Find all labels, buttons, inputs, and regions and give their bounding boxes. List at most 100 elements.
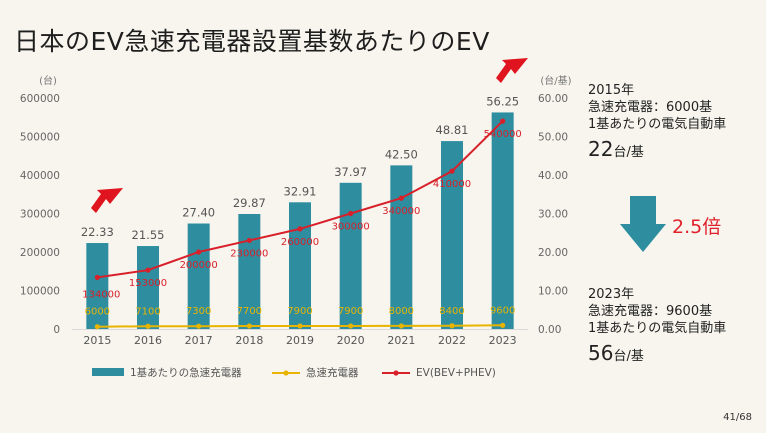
bar	[390, 165, 413, 329]
charger-value-label: 9600	[490, 305, 515, 316]
left-tick-label: 300000	[20, 209, 60, 221]
right-tick-label: 20.00	[538, 247, 568, 259]
charger-point	[246, 323, 252, 329]
x-tick-label: 2022	[438, 334, 466, 347]
charger-value-label: 8400	[439, 306, 464, 317]
legend-charger-marker	[283, 370, 289, 376]
charger-point	[145, 323, 151, 329]
bar-value-label: 29.87	[233, 196, 266, 210]
bar	[137, 246, 159, 329]
bar	[289, 202, 311, 329]
left-tick-label: 100000	[20, 286, 60, 298]
ev-value-label: 200000	[180, 260, 218, 271]
charger-point	[449, 323, 455, 329]
charger-point	[398, 323, 404, 329]
ev-value-label: 340000	[382, 206, 420, 217]
summary-2015-value: 22台/基	[588, 135, 726, 167]
summary-2023-unit: 台/基	[613, 349, 644, 364]
charger-point	[348, 323, 354, 329]
bar-value-label: 27.40	[182, 206, 215, 220]
ev-point	[94, 274, 100, 281]
charger-point	[94, 324, 100, 330]
left-axis-unit: (台)	[39, 74, 57, 87]
x-tick-label: 2016	[134, 334, 162, 347]
highlight-arrow-icon	[496, 58, 528, 83]
left-tick-label: 600000	[20, 93, 60, 105]
right-tick-label: 0.00	[538, 324, 561, 336]
summary-2023: 2023年 急速充電器：9600基 1基あたりの電気自動車 56台/基	[588, 286, 726, 371]
left-tick-label: 400000	[20, 170, 60, 182]
ev-value-label: 134000	[82, 289, 120, 300]
left-tick-label: 0	[53, 324, 60, 336]
page-number: 41/68	[723, 412, 752, 423]
x-tick-label: 2015	[83, 334, 111, 347]
ev-value-label: 300000	[332, 222, 370, 233]
x-tick-label: 2017	[185, 334, 213, 347]
slide-title: 日本のEV急速充電器設置基数あたりのEV	[14, 27, 490, 56]
charger-point	[196, 323, 202, 329]
down-arrow-icon	[620, 196, 666, 252]
bar-value-label: 32.91	[284, 184, 317, 198]
right-tick-label: 50.00	[538, 132, 568, 144]
x-tick-label: 2023	[489, 334, 517, 347]
ev-point	[297, 226, 303, 232]
bar	[491, 112, 514, 329]
ev-value-label: 540000	[484, 129, 522, 140]
ev-point	[196, 249, 202, 255]
left-tick-label: 500000	[20, 132, 60, 144]
charger-value-label: 7300	[186, 306, 211, 317]
legend-bar-label: 1基あたりの急速充電器	[130, 366, 242, 379]
ev-point	[246, 237, 252, 244]
ev-point	[449, 168, 455, 174]
bar	[238, 214, 261, 329]
legend-bar-swatch	[92, 368, 124, 376]
bar	[86, 243, 109, 329]
right-tick-label: 60.00	[538, 93, 568, 105]
charger-value-label: 7900	[338, 306, 363, 317]
summary-2015-number: 22	[588, 137, 614, 161]
bar-value-label: 37.97	[334, 165, 367, 179]
summary-2023-chargers: 急速充電器：9600基	[588, 304, 713, 319]
ev-value-label: 230000	[230, 248, 268, 259]
right-tick-label: 40.00	[538, 170, 568, 182]
right-tick-label: 10.00	[538, 286, 568, 298]
summary-2023-value: 56台/基	[588, 339, 726, 371]
x-tick-label: 2020	[337, 334, 365, 347]
left-tick-label: 200000	[20, 247, 60, 259]
bar-value-label: 56.25	[486, 94, 519, 108]
summary-2015-unit: 台/基	[613, 145, 644, 160]
ratio-label: 2.5倍	[672, 216, 722, 238]
charger-point	[297, 323, 303, 329]
ev-point	[348, 210, 354, 217]
bar-value-label: 48.81	[436, 123, 469, 137]
charger-value-label: 7900	[287, 306, 312, 317]
charger-value-label: 7100	[135, 306, 160, 317]
charger-value-label: 8000	[389, 306, 414, 317]
summary-2015-chargers: 急速充電器：6000基	[588, 100, 713, 115]
x-tick-label: 2018	[235, 334, 263, 347]
ev-point	[145, 267, 151, 273]
summary-2023-number: 56	[588, 341, 614, 365]
bar-value-label: 21.55	[132, 228, 165, 242]
x-tick-label: 2019	[286, 334, 314, 347]
ev-point	[398, 195, 404, 201]
summary-2015: 2015年 急速充電器：6000基 1基あたりの電気自動車 22台/基	[588, 82, 726, 167]
legend-ev-marker	[393, 370, 399, 376]
bar	[339, 182, 362, 329]
ev-point	[500, 118, 506, 124]
bar-value-label: 42.50	[385, 147, 418, 161]
summary-2015-year: 2015年	[588, 83, 635, 98]
bar	[441, 141, 463, 329]
bar-value-label: 22.33	[81, 225, 114, 239]
charger-value-label: 7700	[237, 306, 262, 317]
ev-value-label: 410000	[433, 179, 471, 190]
summary-2023-per-label: 1基あたりの電気自動車	[588, 321, 727, 336]
charger-point	[500, 322, 506, 328]
highlight-arrow-icon	[91, 188, 123, 213]
summary-2023-year: 2023年	[588, 287, 635, 302]
ev-value-label: 260000	[281, 237, 319, 248]
charger-value-label: 6000	[85, 307, 110, 318]
legend-ev-label: EV(BEV+PHEV)	[416, 367, 496, 379]
